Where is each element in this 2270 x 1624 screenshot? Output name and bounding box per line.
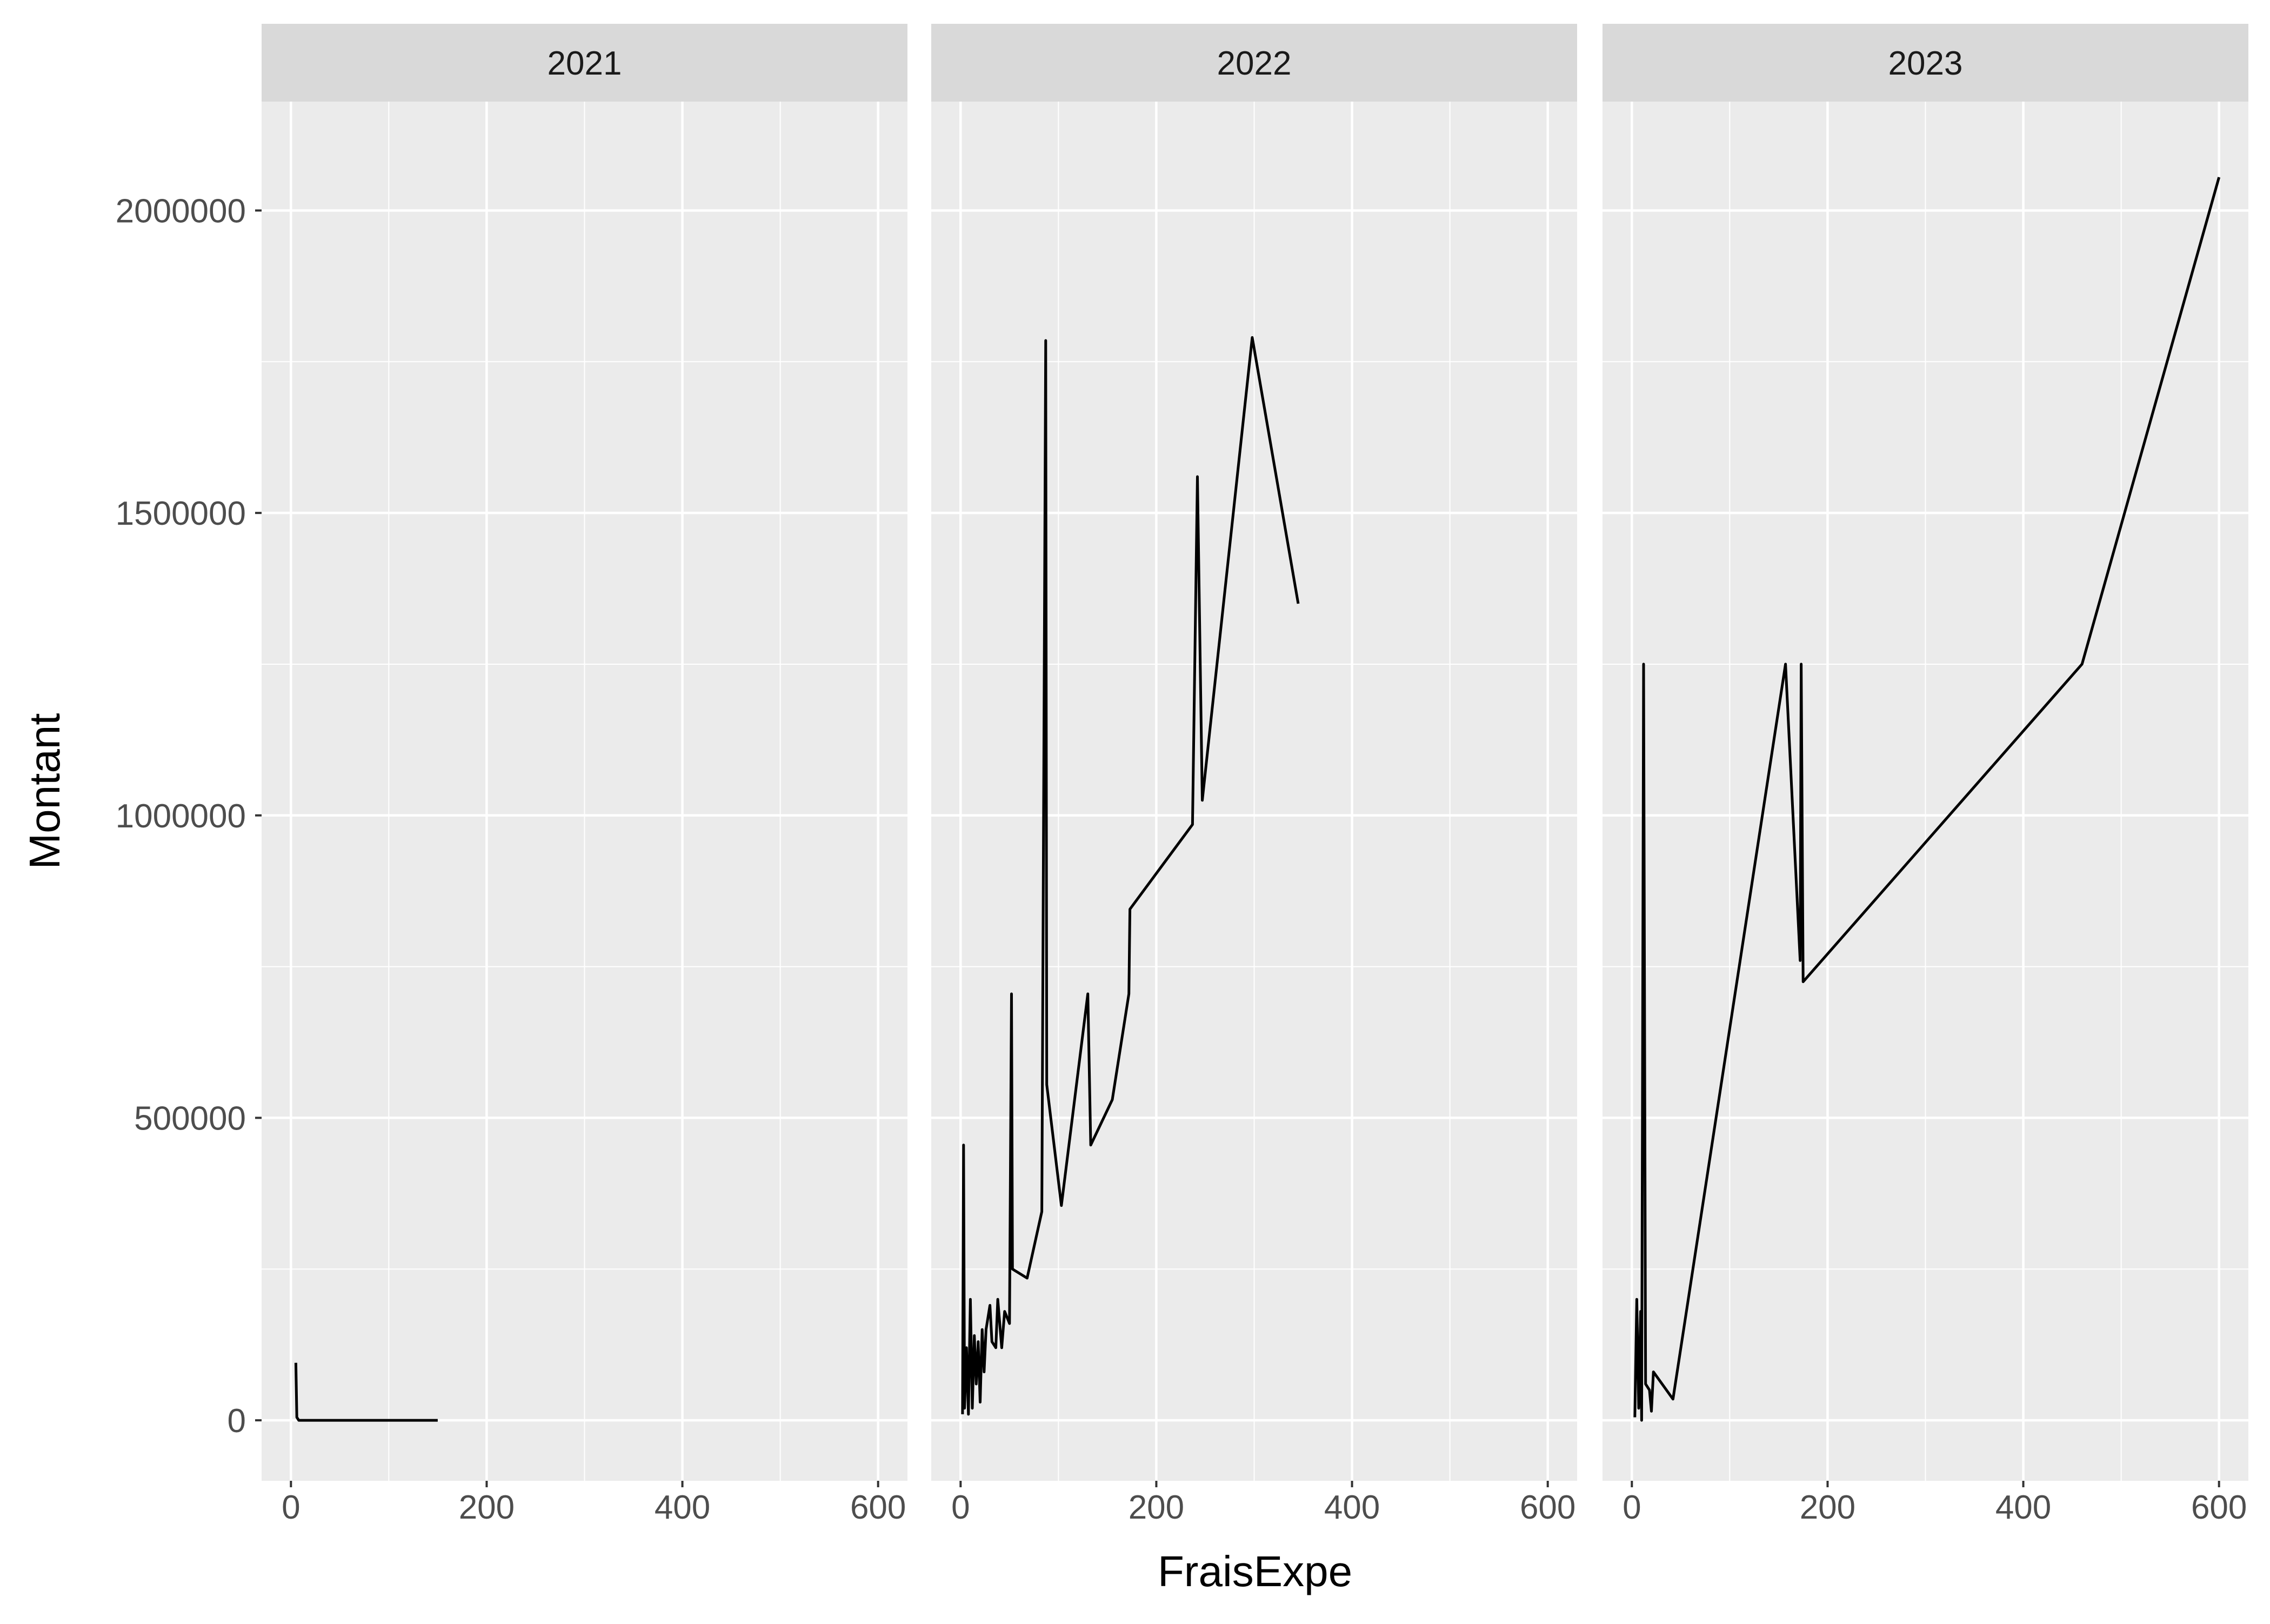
y-tick-label: 2000000: [116, 192, 246, 230]
facet-panel-2022: 2022 0 200 400 600: [931, 24, 1577, 1526]
x-tick-label: 0: [1623, 1489, 1641, 1526]
x-tick-label: 400: [655, 1489, 710, 1526]
x-tick-label: 600: [1520, 1489, 1575, 1526]
facet-strip: [262, 24, 907, 102]
x-tick-label: 400: [1995, 1489, 2051, 1526]
x-tick-label: 600: [850, 1489, 906, 1526]
series-line: [1633, 177, 2221, 1422]
y-axis-title: Montant: [21, 713, 69, 869]
x-tick-label: 0: [282, 1489, 300, 1526]
x-tick-label: 200: [459, 1489, 515, 1526]
facet-panel-2023: 2023 0 200 400 600: [1603, 24, 2248, 1526]
facet-strip: [1603, 24, 2248, 102]
facet-strip-label: 2021: [548, 45, 622, 82]
x-axis-title: FraisExpe: [1158, 1547, 1352, 1595]
y-tick-label: 0: [228, 1402, 246, 1440]
series-line: [961, 336, 1300, 1416]
facet-strip-label: 2023: [1888, 45, 1963, 82]
y-tick-label: 1000000: [116, 798, 246, 835]
x-tick-label: 400: [1324, 1489, 1380, 1526]
facet-strip: [931, 24, 1577, 102]
series-line: [294, 1362, 438, 1422]
facet-panel-2021: 2021 0 200 400 600: [262, 24, 907, 1526]
x-tick-label: 0: [951, 1489, 970, 1526]
y-tick-label: 1500000: [116, 495, 246, 532]
x-tick-label: 200: [1800, 1489, 1855, 1526]
x-tick-label: 600: [2191, 1489, 2247, 1526]
facet-strip-label: 2022: [1217, 45, 1292, 82]
x-tick-label: 200: [1129, 1489, 1184, 1526]
y-tick-label: 500000: [134, 1100, 246, 1137]
